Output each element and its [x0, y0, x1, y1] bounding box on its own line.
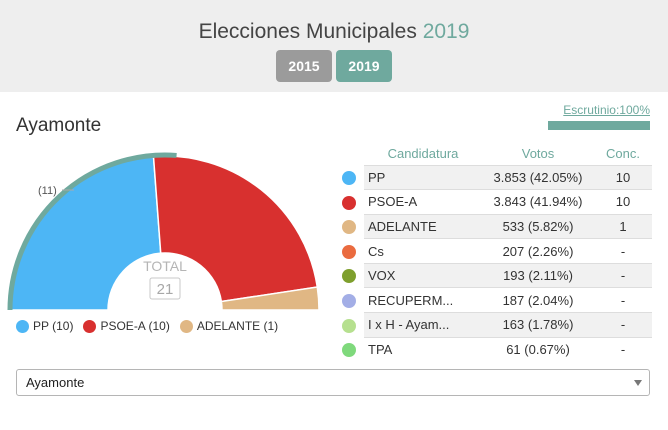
year-button-2015[interactable]: 2015 — [276, 50, 332, 82]
year-button-2019[interactable]: 2019 — [336, 50, 392, 82]
table-row: PSOE-A 3.843 (41.94%) 10 — [334, 189, 652, 215]
party-color-cell — [334, 262, 364, 288]
table-row: TPA 61 (0.67%) - — [334, 336, 652, 362]
party-name: RECUPERM... — [364, 287, 482, 313]
party-color-cell — [334, 238, 364, 264]
party-seats: - — [594, 262, 652, 288]
party-votes: 193 (2.11%) — [482, 262, 594, 288]
legend-dot — [16, 319, 29, 333]
party-votes: 187 (2.04%) — [482, 287, 594, 313]
legend-dot — [83, 319, 97, 333]
seats-chart: (11) TOTAL 21 — [0, 140, 340, 310]
party-color-cell — [334, 164, 364, 190]
results-table: Candidatura Votos Conc. PP 3.853 (42.05%)… — [334, 143, 652, 362]
party-name: PSOE-A — [364, 189, 482, 215]
total-seats-value: 21 — [157, 281, 174, 298]
scrutiny-bar-fill — [548, 121, 650, 130]
party-name: PP — [364, 164, 482, 190]
header-party: Candidatura — [387, 146, 459, 162]
party-votes: 3.853 (42.05%) — [482, 164, 594, 190]
total-box — [149, 277, 181, 300]
party-color-dot — [342, 220, 356, 235]
party-color-dot — [342, 294, 356, 309]
page-title: Elecciones Municipales 2019 — [0, 20, 668, 44]
party-color-cell — [334, 189, 364, 215]
scrutiny-indicator: Escrutinio:100% — [548, 103, 650, 130]
party-seats: - — [594, 336, 652, 362]
chart-slice-adelante — [220, 286, 320, 310]
party-seats: - — [594, 312, 652, 338]
chart-slice-psoe-a — [152, 155, 319, 303]
party-color-dot — [342, 269, 356, 284]
header-dot — [334, 143, 364, 165]
table-row: ADELANTE 533 (5.82%) 1 — [334, 213, 652, 239]
municipality-select-value: Ayamonte — [26, 375, 85, 390]
seats-chart-svg: (11) TOTAL 21 — [7, 152, 320, 310]
year-selector: 2015 2019 — [0, 50, 668, 82]
party-name: ADELANTE — [364, 213, 482, 239]
total-label: TOTAL — [143, 258, 187, 274]
party-color-cell — [334, 213, 364, 239]
table-row: PP 3.853 (42.05%) 10 — [334, 164, 652, 190]
title-text: Elecciones Municipales — [198, 20, 417, 43]
legend-dot — [179, 319, 193, 333]
title-year: 2019 — [422, 20, 470, 43]
municipality-name: Ayamonte — [16, 115, 102, 136]
caret-down-icon — [634, 380, 642, 386]
table-row: I x H - Ayam... 163 (1.78%) - — [334, 312, 652, 338]
party-votes: 61 (0.67%) — [482, 336, 594, 362]
party-color-dot — [342, 318, 356, 333]
party-color-dot — [342, 244, 356, 259]
legend-label: PP (10) — [33, 319, 74, 333]
party-seats: 10 — [594, 189, 652, 215]
table-row: RECUPERM... 187 (2.04%) - — [334, 287, 652, 313]
party-name: VOX — [364, 262, 482, 288]
party-name: I x H - Ayam... — [364, 312, 482, 338]
party-votes: 533 (5.82%) — [482, 213, 594, 239]
table-row: VOX 193 (2.11%) - — [334, 262, 652, 288]
party-color-cell — [334, 287, 364, 313]
header: Elecciones Municipales 2019 2015 2019 — [0, 0, 668, 92]
majority-label: (11) — [38, 185, 57, 197]
header-votes: Votos — [521, 146, 555, 162]
party-color-dot — [342, 195, 356, 210]
chart-legend: PP (10) PSOE-A (10) ADELANTE (1) — [16, 319, 278, 333]
party-color-dot — [342, 171, 356, 186]
scrutiny-bar — [548, 121, 650, 130]
municipality-select[interactable]: Ayamonte — [16, 369, 650, 396]
party-seats: 1 — [594, 213, 652, 239]
party-votes: 3.843 (41.94%) — [482, 189, 594, 215]
header-seats: Conc. — [606, 146, 640, 162]
table-row: Cs 207 (2.26%) - — [334, 238, 652, 264]
legend-item: PSOE-A (10) — [83, 319, 170, 333]
party-seats: - — [594, 238, 652, 264]
party-seats: 10 — [594, 164, 652, 190]
party-seats: - — [594, 287, 652, 313]
party-color-cell — [334, 336, 364, 362]
party-name: Cs — [364, 238, 482, 264]
party-name: TPA — [364, 336, 482, 362]
legend-label: ADELANTE (1) — [196, 319, 279, 333]
party-color-dot — [342, 343, 356, 358]
legend-item: PP (10) — [16, 319, 73, 333]
legend-item: ADELANTE (1) — [179, 319, 279, 333]
scrutiny-label: Escrutinio:100% — [563, 103, 650, 117]
party-color-cell — [334, 312, 364, 338]
party-votes: 207 (2.26%) — [482, 238, 594, 264]
majority-arc — [7, 152, 177, 310]
party-votes: 163 (1.78%) — [482, 312, 594, 338]
legend-label: PSOE-A (10) — [100, 319, 170, 333]
